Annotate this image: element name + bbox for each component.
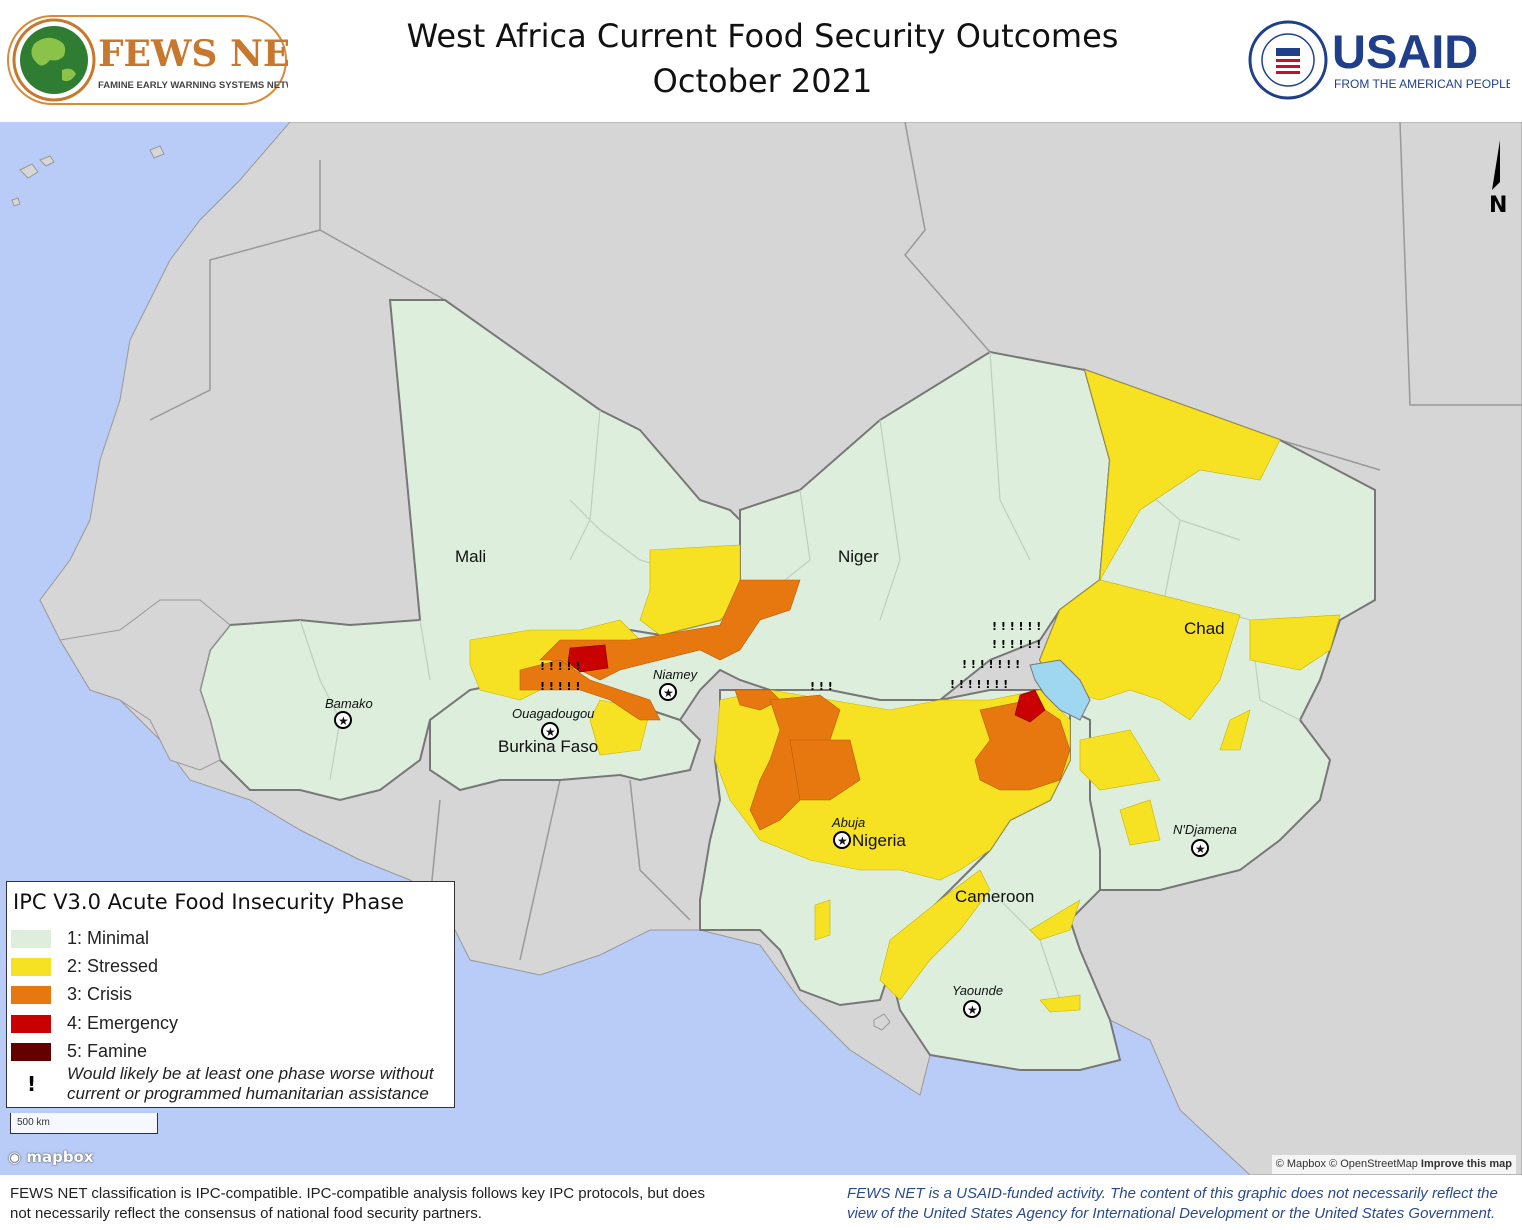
capital-star-icon: ★ bbox=[837, 834, 848, 848]
bioko-island bbox=[873, 1013, 891, 1031]
senegal-region bbox=[59, 599, 231, 771]
capital-star-icon bbox=[334, 711, 352, 729]
footer-usaid-note: FEWS NET is a USAID-funded activity. The… bbox=[847, 1185, 1498, 1222]
north-arrow-label: N bbox=[1489, 193, 1507, 218]
header: FEWS NET FAMINE EARLY WARNING SYSTEMS NE… bbox=[0, 0, 1522, 122]
country-label-chad: Chad bbox=[1184, 619, 1225, 638]
svg-text:! ! ! ! !: ! ! ! ! ! bbox=[540, 660, 580, 673]
svg-text:! ! ! ! ! ! !: ! ! ! ! ! ! ! bbox=[962, 658, 1020, 671]
usaid-logo[interactable]: USAID FROM THE AMERICAN PEOPLE bbox=[1248, 20, 1510, 100]
svg-text:! ! ! ! ! !: ! ! ! ! ! ! bbox=[992, 638, 1041, 651]
islands bbox=[11, 145, 165, 207]
capital-star-icon: ★ bbox=[338, 714, 349, 728]
capital-label-bamako: Bamako bbox=[325, 696, 373, 711]
capital-label-yaounde: Yaounde bbox=[952, 983, 1003, 998]
attribution-text[interactable]: © Mapbox © OpenStreetMap bbox=[1275, 1158, 1418, 1170]
mapbox-logo-text: mapbox bbox=[26, 1148, 94, 1166]
capital-star-icon bbox=[659, 683, 677, 701]
fews-net-logo[interactable]: FEWS NET FAMINE EARLY WARNING SYSTEMS NE… bbox=[6, 14, 288, 106]
capital-star-icon: ★ bbox=[967, 1003, 978, 1017]
legend-label: 2: Stressed bbox=[67, 956, 159, 976]
country-label-nigeria: Nigeria bbox=[852, 831, 906, 850]
scale-bar: 500 km bbox=[10, 1113, 158, 1134]
capital-star-icon: ★ bbox=[1195, 842, 1206, 856]
legend-swatch bbox=[11, 1043, 51, 1061]
outer-borders bbox=[149, 122, 1522, 961]
title-line-2: October 2021 bbox=[652, 62, 873, 100]
fews-logo-tagline: FAMINE EARLY WARNING SYSTEMS NETWORK bbox=[98, 80, 288, 91]
svg-text:! ! !: ! ! ! bbox=[810, 680, 833, 693]
footer-disclaimer: FEWS NET classification is IPC-compatibl… bbox=[10, 1185, 705, 1222]
fews-logo-name: FEWS NET bbox=[98, 33, 288, 75]
capital-star-icon bbox=[963, 1000, 981, 1018]
legend: IPC V3.0 Acute Food Insecurity Phase 1: … bbox=[6, 881, 455, 1108]
country-label-niger: Niger bbox=[838, 547, 879, 566]
legend-swatch bbox=[11, 958, 51, 976]
capital-star-icon bbox=[833, 831, 851, 849]
capital-star-icon bbox=[541, 722, 559, 740]
svg-text:! ! ! ! !: ! ! ! ! ! bbox=[540, 680, 580, 693]
country-label-mali: Mali bbox=[455, 547, 486, 566]
capital-label-ouagadougou: Ouagadougou bbox=[512, 706, 594, 721]
legend-label: 5: Famine bbox=[67, 1041, 148, 1061]
assistance-marks: ! ! ! ! ! ! ! ! ! ! ! ! ! ! ! ! ! ! ! ! … bbox=[540, 620, 1041, 693]
mapbox-logo-icon: ◉ bbox=[8, 1148, 22, 1166]
usaid-logo-name: USAID bbox=[1332, 25, 1478, 78]
improve-map-link[interactable]: Improve this map bbox=[1420, 1158, 1512, 1170]
capital-star-icon: ★ bbox=[545, 725, 556, 739]
legend-bang-icon: ! bbox=[27, 1072, 37, 1096]
country-label-cameroon: Cameroon bbox=[955, 887, 1034, 906]
title-line-1: West Africa Current Food Security Outcom… bbox=[406, 17, 1119, 55]
usaid-logo-tagline: FROM THE AMERICAN PEOPLE bbox=[1334, 77, 1510, 91]
capital-label-ndjamena: N'Djamena bbox=[1173, 822, 1237, 837]
map-title: West Africa Current Food Security Outcom… bbox=[380, 14, 1145, 104]
legend-swatch bbox=[11, 986, 51, 1004]
lake-chad bbox=[1029, 659, 1091, 721]
map-attribution: © Mapbox © OpenStreetMap Improve this ma… bbox=[1271, 1155, 1516, 1174]
legend-swatch bbox=[11, 930, 51, 948]
legend-label: 3: Crisis bbox=[67, 984, 133, 1004]
legend-label: 4: Emergency bbox=[67, 1013, 179, 1033]
svg-text:! ! ! ! ! !: ! ! ! ! ! ! bbox=[992, 620, 1041, 633]
capitals: Bamako ★ Ouagadougou ★ Niamey ★ Abuja ★ … bbox=[325, 667, 1237, 1018]
legend-swatch bbox=[11, 1015, 51, 1033]
phase4-areas bbox=[567, 644, 1046, 723]
legend-title: IPC V3.0 Acute Food Insecurity Phase bbox=[13, 890, 405, 914]
legend-bang-note: Would likely be at least one phase worse… bbox=[67, 1064, 434, 1103]
capital-label-niamey: Niamey bbox=[653, 667, 699, 682]
svg-text:! ! ! ! ! ! !: ! ! ! ! ! ! ! bbox=[950, 678, 1008, 691]
capital-star-icon bbox=[1191, 839, 1209, 857]
country-label-burkina-faso: Burkina Faso bbox=[498, 737, 598, 756]
capital-label-abuja: Abuja bbox=[831, 815, 865, 830]
mapbox-logo[interactable]: ◉ mapbox bbox=[8, 1148, 94, 1166]
capital-star-icon: ★ bbox=[663, 686, 674, 700]
legend-label: 1: Minimal bbox=[67, 928, 150, 948]
north-arrow: N bbox=[1489, 140, 1507, 218]
